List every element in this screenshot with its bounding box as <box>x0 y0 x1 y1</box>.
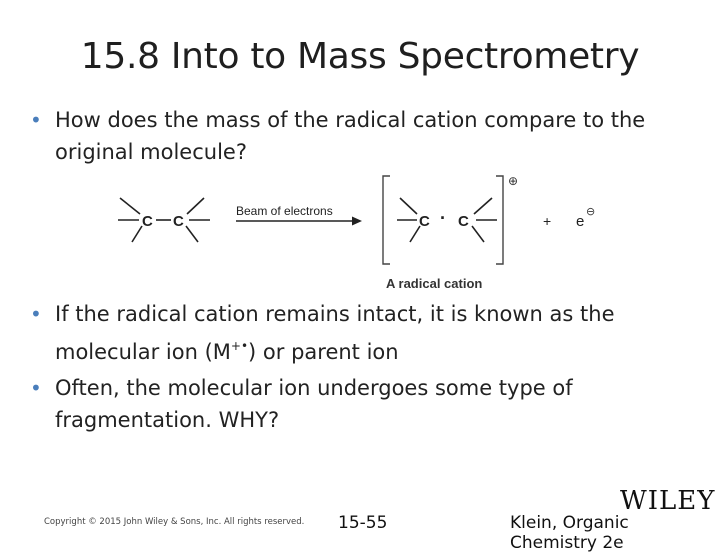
cation-bonds <box>397 197 497 243</box>
molecule-right-atom: C <box>173 213 184 230</box>
bullet-item-1: • How does the mass of the radical catio… <box>30 104 690 168</box>
molecular-ion-superscript: +• <box>230 339 249 353</box>
diagram-caption: A radical cation <box>386 276 482 291</box>
radical-cation-diagram: C C Beam of electrons C · C ⊕ + e ⊖ A ra… <box>118 174 595 291</box>
slide-title: 15.8 Into to Mass Spectrometry <box>80 36 640 77</box>
bullet-text-2-main: If the radical cation remains intact, it… <box>55 302 615 364</box>
bullet-marker: • <box>30 108 42 132</box>
plus-sign: + <box>543 213 551 229</box>
molecule-bonds <box>118 197 210 243</box>
electron-symbol: e <box>576 213 584 230</box>
bullet-item-2: • If the radical cation remains intact, … <box>30 298 690 368</box>
arrow-label: Beam of electrons <box>236 204 333 218</box>
copyright-notice: Copyright © 2015 John Wiley & Sons, Inc.… <box>44 517 305 527</box>
bullet-text-2: If the radical cation remains intact, it… <box>55 298 690 368</box>
cation-right-atom: C <box>458 213 469 230</box>
molecule-left-atom: C <box>142 213 153 230</box>
radical-dot: · <box>440 208 446 228</box>
electron-charge-symbol: ⊖ <box>586 205 595 218</box>
book-reference: Klein, Organic Chemistry 2e <box>510 513 629 553</box>
page-number: 15-55 <box>338 513 388 533</box>
wiley-logo: WILEY <box>620 486 716 516</box>
bullet-text-3: Often, the molecular ion undergoes some … <box>55 376 573 432</box>
bracket-pair <box>382 175 504 265</box>
reaction-arrow <box>236 216 362 226</box>
bullet-item-3: • Often, the molecular ion undergoes som… <box>30 372 690 436</box>
bullet-text-1: How does the mass of the radical cation … <box>55 108 646 164</box>
bullet-marker: • <box>30 302 42 326</box>
bullet-marker: • <box>30 376 42 400</box>
bullet-text-2-suffix: ) or parent ion <box>248 340 399 364</box>
cation-left-atom: C <box>419 213 430 230</box>
positive-charge-symbol: ⊕ <box>508 174 518 188</box>
